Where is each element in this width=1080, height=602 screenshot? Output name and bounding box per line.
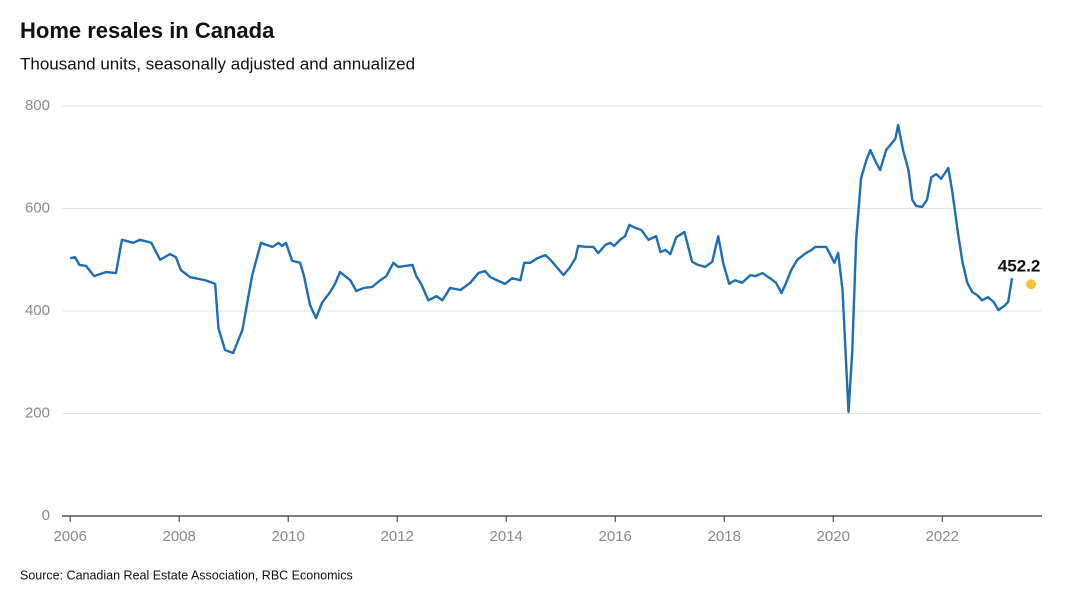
source-note: Source: Canadian Real Estate Association… xyxy=(20,568,353,582)
chart-subtitle: Thousand units, seasonally adjusted and … xyxy=(20,54,415,73)
x-tick-label: 2014 xyxy=(490,528,523,545)
y-tick-label: 400 xyxy=(25,302,50,319)
data-line xyxy=(69,123,1014,414)
x-tick-label: 2010 xyxy=(272,528,305,545)
y-tick-label: 600 xyxy=(25,199,50,216)
highlight-label: 452.2 xyxy=(998,257,1041,276)
y-tick-label: 0 xyxy=(42,507,50,524)
x-tick-label: 2012 xyxy=(381,528,414,545)
x-tick-label: 2018 xyxy=(708,528,741,545)
y-tick-label: 800 xyxy=(25,97,50,114)
y-tick-label: 200 xyxy=(25,404,50,421)
chart-title: Home resales in Canada xyxy=(20,18,275,43)
highlight-point xyxy=(1026,279,1037,290)
x-tick-label: 2020 xyxy=(817,528,850,545)
x-tick-label: 2016 xyxy=(599,528,632,545)
x-tick-label: 2022 xyxy=(926,528,959,545)
x-tick-label: 2006 xyxy=(53,528,86,545)
x-tick-label: 2008 xyxy=(162,528,195,545)
